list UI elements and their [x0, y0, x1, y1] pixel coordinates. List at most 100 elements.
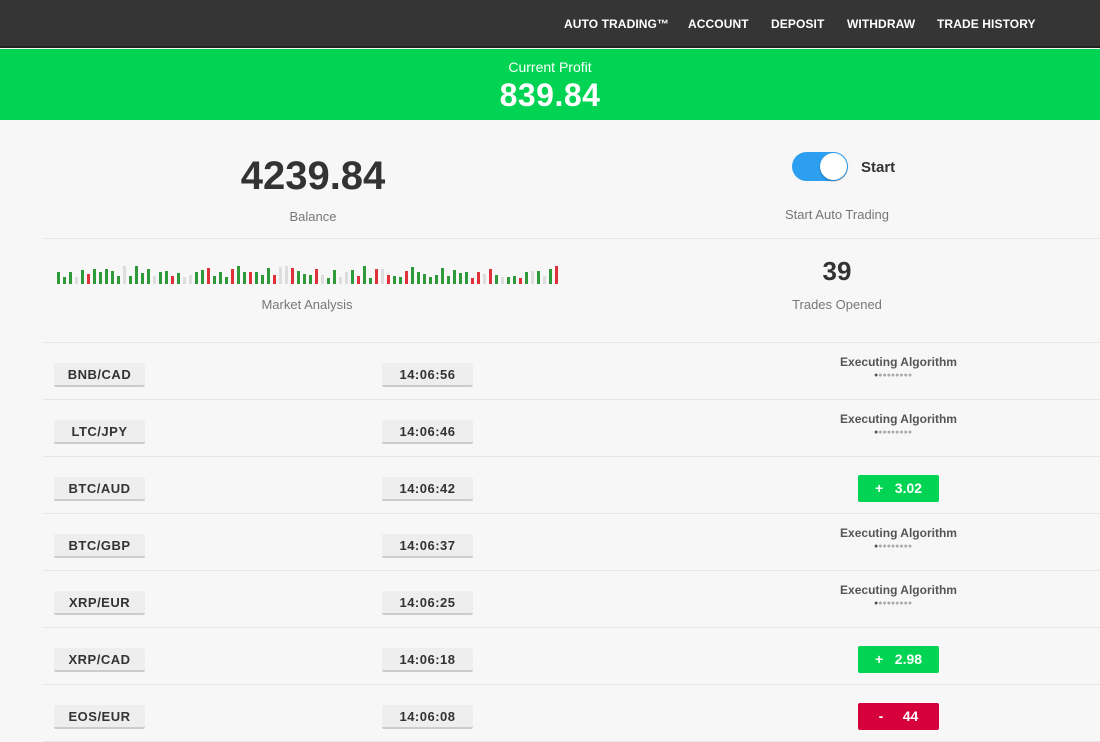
- row-divider: [43, 684, 1100, 685]
- market-bar: [369, 277, 372, 284]
- market-bar: [555, 266, 558, 284]
- market-bar: [129, 276, 132, 284]
- market-bar: [195, 271, 198, 284]
- market-bar: [213, 276, 216, 284]
- market-bar: [93, 269, 96, 284]
- nav-deposit[interactable]: DEPOSIT: [771, 17, 825, 31]
- auto-trading-toggle[interactable]: [792, 152, 848, 181]
- market-bar: [225, 277, 228, 284]
- start-auto-trading-label: Start Auto Trading: [784, 207, 890, 222]
- row-divider: [43, 627, 1100, 628]
- market-bar: [261, 274, 264, 284]
- market-bar: [231, 269, 234, 284]
- market-bar: [171, 276, 174, 284]
- market-bar: [357, 276, 360, 284]
- market-bar: [351, 270, 354, 284]
- nav-withdraw[interactable]: WITHDRAW: [847, 17, 916, 31]
- market-bar: [255, 272, 258, 284]
- market-bar: [273, 274, 276, 284]
- trade-pair: EOS/EUR: [54, 705, 145, 729]
- market-bar: [321, 274, 324, 284]
- market-bar: [315, 269, 318, 284]
- market-bar: [69, 272, 72, 284]
- current-profit-value: 839.84: [499, 77, 601, 113]
- trade-time: 14:06:46: [382, 420, 473, 444]
- market-bar: [105, 269, 108, 284]
- market-bar: [423, 274, 426, 284]
- market-bar: [153, 275, 156, 284]
- trade-pair: XRP/CAD: [54, 648, 145, 672]
- trade-status: Executing Algorithm: [840, 412, 957, 426]
- market-bar: [531, 270, 534, 284]
- nav-account[interactable]: ACCOUNT: [688, 17, 749, 31]
- trade-time: 14:06:18: [382, 648, 473, 672]
- market-bar: [207, 268, 210, 284]
- trade-status: Executing Algorithm: [840, 355, 957, 369]
- market-bar: [183, 276, 186, 284]
- market-bar: [495, 274, 498, 284]
- divider: [43, 238, 1100, 239]
- market-bar: [417, 271, 420, 284]
- market-bar: [519, 277, 522, 284]
- row-divider: [43, 513, 1100, 514]
- market-bar: [123, 265, 126, 284]
- market-bar: [117, 275, 120, 284]
- trade-result: + 2.98: [858, 646, 939, 673]
- trade-status: Executing Algorithm: [840, 583, 957, 597]
- balance-label: Balance: [289, 209, 337, 224]
- loading-dots-icon: ●●●●●●●●●: [874, 600, 913, 607]
- nav-trade-history[interactable]: TRADE HISTORY: [937, 17, 1036, 31]
- market-bar: [381, 269, 384, 284]
- market-bar: [285, 265, 288, 284]
- market-analysis-chart: [57, 262, 559, 284]
- market-bar: [363, 266, 366, 284]
- loading-dots-icon: ●●●●●●●●●: [874, 543, 913, 550]
- trades-opened-value: 39: [822, 256, 852, 286]
- market-bar: [441, 267, 444, 284]
- market-bar: [63, 276, 66, 284]
- trade-result: - 44: [858, 703, 939, 730]
- trade-pair: LTC/JPY: [54, 420, 145, 444]
- market-bar: [339, 276, 342, 284]
- market-bar: [435, 275, 438, 284]
- market-bar: [507, 276, 510, 284]
- nav-auto-trading[interactable]: AUTO TRADING™: [564, 17, 670, 31]
- market-bar: [81, 270, 84, 284]
- market-bar: [279, 266, 282, 284]
- market-bar: [543, 276, 546, 284]
- market-bar: [267, 268, 270, 284]
- market-bar: [87, 274, 90, 284]
- market-bar: [399, 276, 402, 284]
- trade-time: 14:06:56: [382, 363, 473, 387]
- market-bar: [237, 265, 240, 284]
- trade-pair: BNB/CAD: [54, 363, 145, 387]
- balance-value: 4239.84: [240, 154, 386, 198]
- trades-opened-label: Trades Opened: [792, 297, 882, 312]
- market-bar: [57, 271, 60, 284]
- market-bar: [525, 272, 528, 284]
- top-nav: AUTO TRADING™ ACCOUNT DEPOSIT WITHDRAW T…: [0, 0, 1100, 48]
- market-bar: [345, 272, 348, 284]
- toggle-label: Start: [861, 159, 896, 176]
- market-bar: [303, 273, 306, 284]
- trade-time: 14:06:25: [382, 591, 473, 615]
- market-bar: [411, 267, 414, 284]
- market-bar: [297, 270, 300, 284]
- market-bar: [549, 269, 552, 284]
- market-bar: [405, 271, 408, 284]
- row-divider: [43, 342, 1100, 343]
- market-bar: [477, 272, 480, 284]
- trade-status: Executing Algorithm: [840, 526, 957, 540]
- toggle-knob: [820, 153, 847, 180]
- loading-dots-icon: ●●●●●●●●●: [874, 429, 913, 436]
- loading-dots-icon: ●●●●●●●●●: [874, 372, 913, 379]
- market-bar: [147, 269, 150, 284]
- market-bar: [135, 265, 138, 284]
- market-bar: [249, 272, 252, 284]
- current-profit-banner: Current Profit 839.84: [0, 49, 1100, 120]
- market-bar: [201, 270, 204, 284]
- trade-time: 14:06:37: [382, 534, 473, 558]
- row-divider: [43, 570, 1100, 571]
- market-bar: [189, 274, 192, 284]
- row-divider: [43, 456, 1100, 457]
